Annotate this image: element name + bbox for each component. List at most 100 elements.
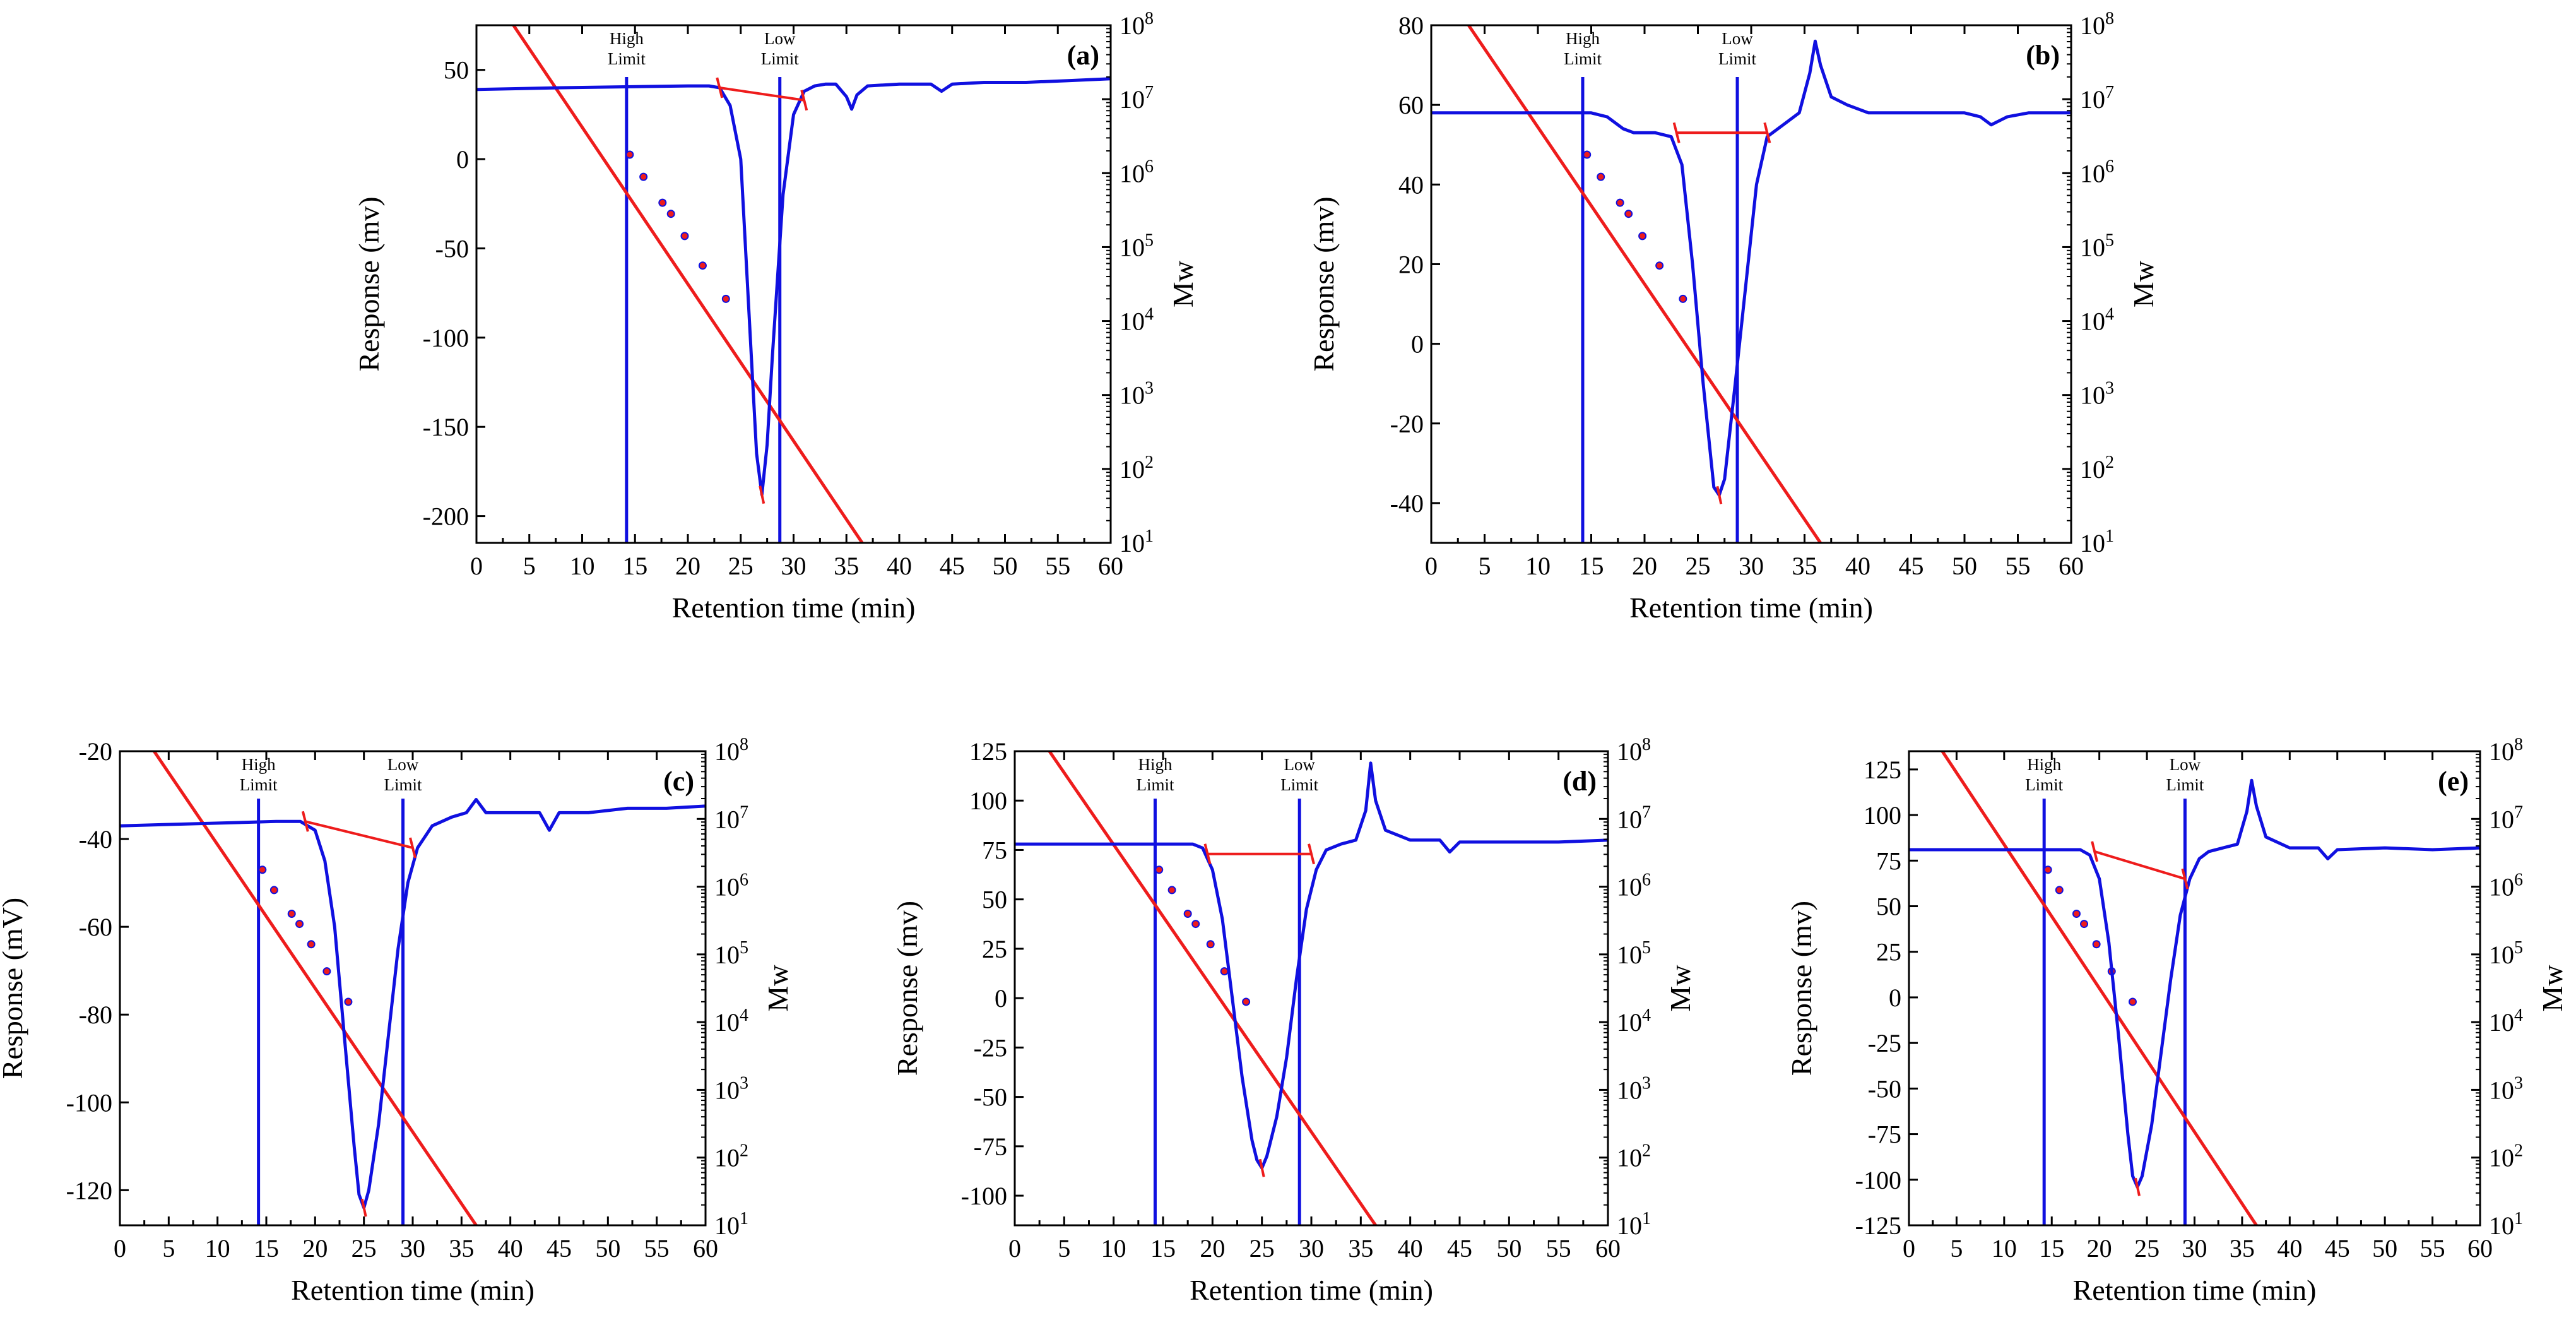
x-tick-label: 5 — [523, 552, 536, 580]
y-tick-label: 40 — [1398, 170, 1424, 199]
y2-tick-exponent: 3 — [1642, 1073, 1651, 1093]
standard-point — [1655, 261, 1664, 270]
y2-tick-base: 10 — [2080, 529, 2105, 557]
x-tick-label: 40 — [1398, 1234, 1423, 1263]
y2-tick-exponent: 8 — [740, 735, 748, 754]
y2-tick-label: 108 — [2080, 9, 2114, 40]
low-limit-label: Low — [387, 755, 419, 774]
y2-tick-base: 10 — [2080, 11, 2105, 40]
y2-tick-base: 10 — [1120, 11, 1145, 40]
low-limit-label: Limit — [761, 49, 799, 68]
panel-label: (c) — [663, 766, 694, 797]
y2-tick-exponent: 8 — [1145, 9, 1154, 28]
integration-baseline — [2094, 850, 2185, 881]
y2-tick-exponent: 3 — [1145, 379, 1154, 398]
x-tick-label: 0 — [1903, 1234, 1915, 1263]
low-limit-label: Low — [2170, 755, 2201, 774]
y2-tick-exponent: 5 — [2514, 938, 2523, 958]
peak-marker — [1716, 485, 1723, 504]
standard-point — [658, 198, 667, 207]
y2-tick-exponent: 1 — [740, 1209, 748, 1228]
x-tick-label: 0 — [1425, 552, 1438, 580]
y2-tick-exponent: 2 — [1145, 453, 1154, 472]
x-tick-label: 45 — [1447, 1234, 1472, 1263]
y2-tick-label: 104 — [2489, 1006, 2523, 1037]
y2-tick-label: 103 — [1120, 379, 1154, 410]
x-tick-label: 25 — [1686, 552, 1711, 580]
y2-tick-exponent: 6 — [1642, 871, 1651, 890]
y2-tick-base: 10 — [1617, 805, 1642, 833]
y2-tick-label: 101 — [1120, 526, 1154, 557]
baseline-end-tick — [2091, 841, 2099, 862]
y2-tick-label: 105 — [714, 938, 748, 969]
y2-tick-base: 10 — [714, 1008, 740, 1037]
standard-point — [1220, 967, 1229, 976]
y2-tick-exponent: 3 — [2105, 379, 2114, 398]
y-tick-label: -100 — [66, 1088, 112, 1117]
x-tick-label: 15 — [254, 1234, 279, 1263]
y-axis-title: Response (mv) — [891, 901, 923, 1076]
y2-tick-base: 10 — [2080, 159, 2105, 187]
standard-point — [698, 261, 707, 270]
x-tick-label: 55 — [2006, 552, 2031, 580]
y2-tick-label: 107 — [1617, 802, 1651, 833]
low-limit-label: Limit — [1718, 49, 1756, 68]
x-tick-label: 60 — [1098, 552, 1123, 580]
x-tick-label: 5 — [1479, 552, 1491, 580]
plot-area — [1909, 751, 2480, 1225]
calibration-line — [512, 25, 864, 543]
standard-point — [2055, 886, 2064, 895]
plot-area — [120, 751, 706, 1225]
standard-point — [639, 172, 648, 181]
standard-point — [258, 865, 267, 874]
y2-tick-label: 101 — [714, 1209, 748, 1240]
low-limit-label: Low — [1284, 755, 1315, 774]
y2-tick-exponent: 1 — [1145, 526, 1154, 546]
y2-tick-label: 102 — [714, 1141, 748, 1172]
x-tick-label: 35 — [2230, 1234, 2255, 1263]
y-tick-label: 100 — [1864, 801, 1901, 829]
y2-tick-label: 107 — [2080, 83, 2114, 114]
y2-tick-exponent: 8 — [2514, 735, 2523, 754]
x-tick-label: 0 — [1008, 1234, 1021, 1263]
y2-tick-base: 10 — [2489, 805, 2514, 833]
y-axis-title: Response (mV) — [0, 898, 28, 1079]
y-tick-label: -40 — [79, 825, 112, 853]
y-tick-label: -200 — [423, 502, 469, 531]
y2-tick-label: 103 — [2080, 379, 2114, 410]
standard-point — [1167, 886, 1176, 895]
y-axis-title: Response (mv) — [1785, 901, 1817, 1076]
integration-baseline — [305, 820, 413, 849]
high-limit-label: High — [1566, 29, 1600, 48]
y2-tick-label: 105 — [1120, 230, 1154, 261]
x-tick-label: 55 — [1546, 1234, 1571, 1263]
y-tick-label: -80 — [79, 1001, 112, 1029]
plot-area — [1015, 751, 1608, 1225]
y-tick-label: -120 — [66, 1176, 112, 1204]
y-tick-label: -100 — [961, 1182, 1007, 1210]
y2-tick-label: 104 — [1120, 305, 1154, 336]
y2-tick-exponent: 2 — [1642, 1141, 1651, 1161]
y-tick-label: 60 — [1398, 91, 1424, 119]
y-tick-label: -50 — [1868, 1074, 1901, 1103]
peak-marker — [2134, 1177, 2141, 1196]
y2-tick-label: 104 — [2080, 305, 2114, 336]
x-tick-label: 0 — [114, 1234, 126, 1263]
x-tick-label: 10 — [1525, 552, 1551, 580]
y2-tick-exponent: 8 — [1642, 735, 1651, 754]
x-tick-label: 10 — [205, 1234, 230, 1263]
y2-tick-label: 102 — [2489, 1141, 2523, 1172]
y2-tick-exponent: 4 — [1145, 305, 1154, 324]
calibration-line — [1467, 25, 1822, 543]
y2-tick-base: 10 — [714, 1076, 740, 1104]
baseline-end-tick — [301, 811, 309, 832]
x-tick-label: 35 — [834, 552, 859, 580]
standard-point — [1679, 294, 1687, 303]
plot-frame — [1430, 24, 2072, 544]
standard-point — [2128, 997, 2137, 1006]
x-tick-label: 40 — [498, 1234, 523, 1263]
y-tick-label: -50 — [435, 234, 469, 263]
